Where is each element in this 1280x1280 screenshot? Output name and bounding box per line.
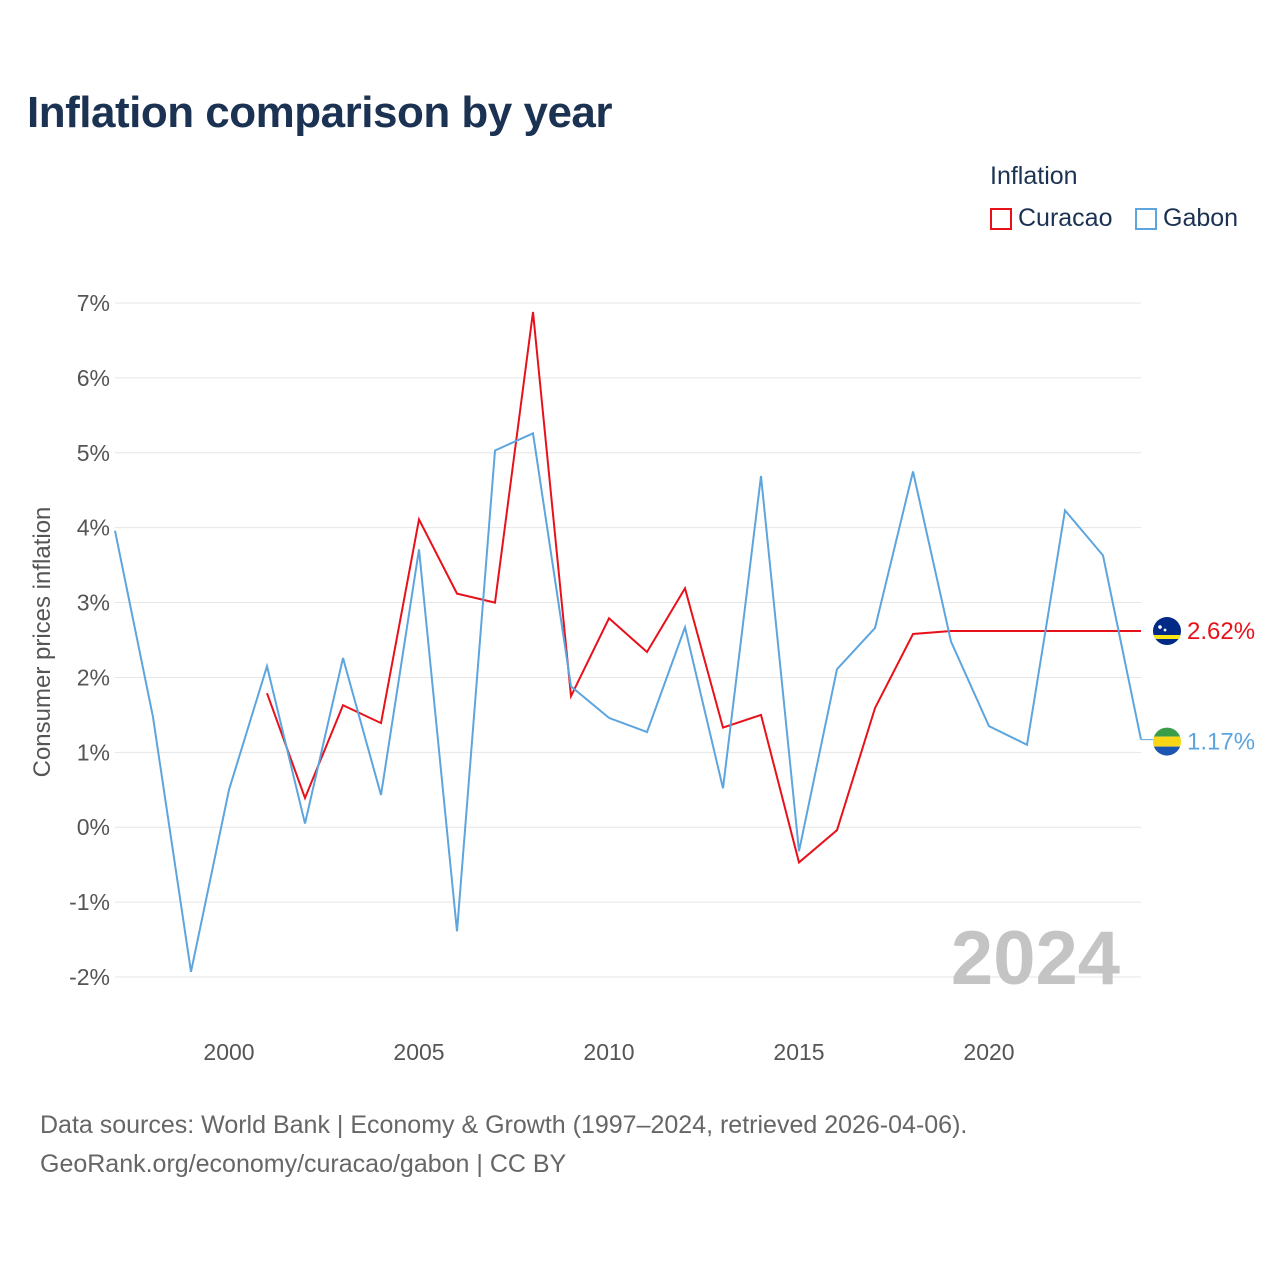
series-lines xyxy=(114,311,1142,973)
year-watermark: 2024 xyxy=(951,916,1120,1001)
footer-link[interactable]: GeoRank.org/economy/curacao/gabon | CC B… xyxy=(40,1150,567,1178)
y-tick-label: 6% xyxy=(77,365,110,391)
legend-label-gabon: Gabon xyxy=(1163,204,1239,232)
y-tick-label: 3% xyxy=(77,590,110,616)
y-axis-ticks: 7% 6% 5% 4% 3% 2% 1% 0% -1% -2% xyxy=(69,290,110,990)
y-tick-label: -1% xyxy=(69,889,110,915)
x-tick-label: 2005 xyxy=(393,1039,444,1065)
footer-source: Data sources: World Bank | Economy & Gro… xyxy=(40,1111,968,1139)
series-line-curacao[interactable] xyxy=(266,311,1141,865)
y-tick-label: 2% xyxy=(77,664,110,690)
x-tick-label: 2020 xyxy=(963,1039,1014,1065)
x-axis-ticks: 2000 2005 2010 2015 2020 xyxy=(203,1039,1014,1065)
series-line-gabon[interactable] xyxy=(114,431,1142,973)
footer: Data sources: World Bank | Economy & Gro… xyxy=(40,1106,967,1184)
chart-title: Inflation comparison by year xyxy=(27,88,613,137)
x-tick-label: 2015 xyxy=(773,1039,824,1065)
legend-swatch-curacao xyxy=(990,207,1012,230)
legend-label-curacao: Curacao xyxy=(1018,204,1113,232)
curacao-flag-icon xyxy=(1153,617,1181,646)
grid-lines xyxy=(115,302,1141,978)
y-tick-label: -2% xyxy=(69,964,110,990)
legend-swatch-gabon xyxy=(1135,207,1157,230)
end-markers: 2.62% 1.17% xyxy=(1141,617,1255,756)
end-value-label-curacao: 2.62% xyxy=(1187,618,1255,645)
gabon-flag-icon xyxy=(1153,727,1181,756)
legend-item-curacao[interactable]: Curacao xyxy=(990,204,1113,233)
y-axis-label: Consumer prices inflation xyxy=(29,507,56,778)
legend-title: Inflation xyxy=(990,162,1078,190)
x-tick-label: 2010 xyxy=(583,1039,634,1065)
end-value-label-gabon: 1.17% xyxy=(1187,729,1255,756)
y-tick-label: 1% xyxy=(77,739,110,765)
legend-item-gabon[interactable]: Gabon xyxy=(1135,204,1238,233)
y-tick-label: 4% xyxy=(77,515,110,541)
y-tick-label: 0% xyxy=(77,814,110,840)
y-tick-label: 7% xyxy=(77,290,110,316)
y-tick-label: 5% xyxy=(77,440,110,466)
x-tick-label: 2000 xyxy=(203,1039,254,1065)
